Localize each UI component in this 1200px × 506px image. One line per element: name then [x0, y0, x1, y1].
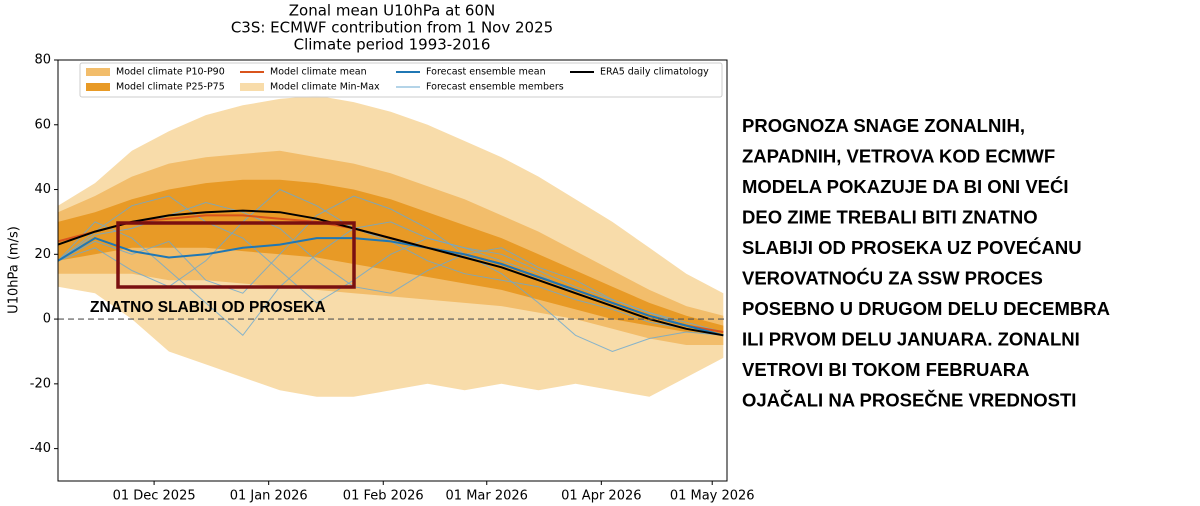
x-tick-label: 01 Jan 2026: [230, 489, 308, 504]
legend-swatch: [86, 68, 110, 76]
side-text-line: VETROVI BI TOKOM FEBRUARA: [742, 359, 1029, 380]
legend-label: Forecast ensemble members: [426, 82, 564, 93]
annotation: ZNATNO SLABIJI OD PROSEKA: [90, 299, 326, 316]
chart-title: Climate period 1993-2016: [294, 36, 491, 54]
axes-frame: [57, 59, 728, 482]
side-text-line: DEO ZIME TREBALI BITI ZNATNO: [742, 206, 1038, 227]
member-line: [57, 195, 724, 353]
y-tick-label: 0: [43, 312, 51, 327]
y-tick-label: -20: [30, 376, 51, 391]
side-text-line: PROGNOZA SNAGE ZONALNIH,: [742, 115, 1025, 136]
y-tick-label: -40: [30, 441, 51, 456]
y-tick-label: 40: [34, 182, 51, 197]
legend-label: Model climate P10-P90: [116, 67, 225, 78]
side-text-line: VEROVATNOĆU ZA SSW PROCES: [742, 267, 1043, 288]
legend-swatch: [86, 83, 110, 91]
legend: Model climate P10-P90 Model climate P25-P…: [86, 67, 709, 93]
chart-title: C3S: ECMWF contribution from 1 Nov 2025: [231, 19, 553, 37]
side-text-line: POSEBNO U DRUGOM DELU DECEMBRA: [742, 298, 1110, 319]
side-text-line: OJAČALI NA PROSEČNE VREDNOSTI: [742, 389, 1076, 410]
side-text-line: SLABIJI OD PROSEKA UZ POVEĆANU: [742, 237, 1082, 258]
side-text-line: ILI PRVOM DELU JANUARA. ZONALNI: [742, 328, 1080, 349]
y-axis-label: U10hPa (m/s): [7, 226, 22, 314]
plot-area: [57, 95, 727, 397]
legend-label: Forecast ensemble mean: [426, 67, 546, 78]
legend-label: Model climate Min-Max: [270, 82, 380, 93]
side-text-line: ZAPADNIH, VETROVA KOD ECMWF: [742, 145, 1055, 166]
side-text: PROGNOZA SNAGE ZONALNIH, ZAPADNIH, VETROV…: [742, 115, 1110, 411]
legend-label: Model climate P25-P75: [116, 82, 225, 93]
y-tick-label: 60: [34, 117, 51, 132]
legend-label: ERA5 daily climatology: [600, 67, 709, 78]
x-tick-label: 01 Dec 2025: [113, 489, 196, 504]
series-line: [57, 236, 724, 337]
legend-label: Model climate mean: [270, 67, 367, 78]
highlight-box: [116, 221, 356, 289]
band: [58, 179, 724, 336]
y-tick-label: 80: [34, 53, 51, 68]
series-line: [57, 209, 724, 337]
side-text-line: MODELA POKAZUJE DA BI ONI VEĆI: [742, 176, 1069, 197]
x-tick-label: 01 Apr 2026: [561, 489, 641, 504]
x-tick-label: 01 Feb 2026: [343, 489, 424, 504]
x-tick-label: 01 Mar 2026: [446, 489, 528, 504]
legend-swatch: [240, 83, 264, 91]
y-tick-label: 20: [34, 247, 51, 262]
x-tick-label: 01 May 2026: [670, 489, 755, 504]
chart-title: Zonal mean U10hPa at 60N: [289, 2, 495, 20]
